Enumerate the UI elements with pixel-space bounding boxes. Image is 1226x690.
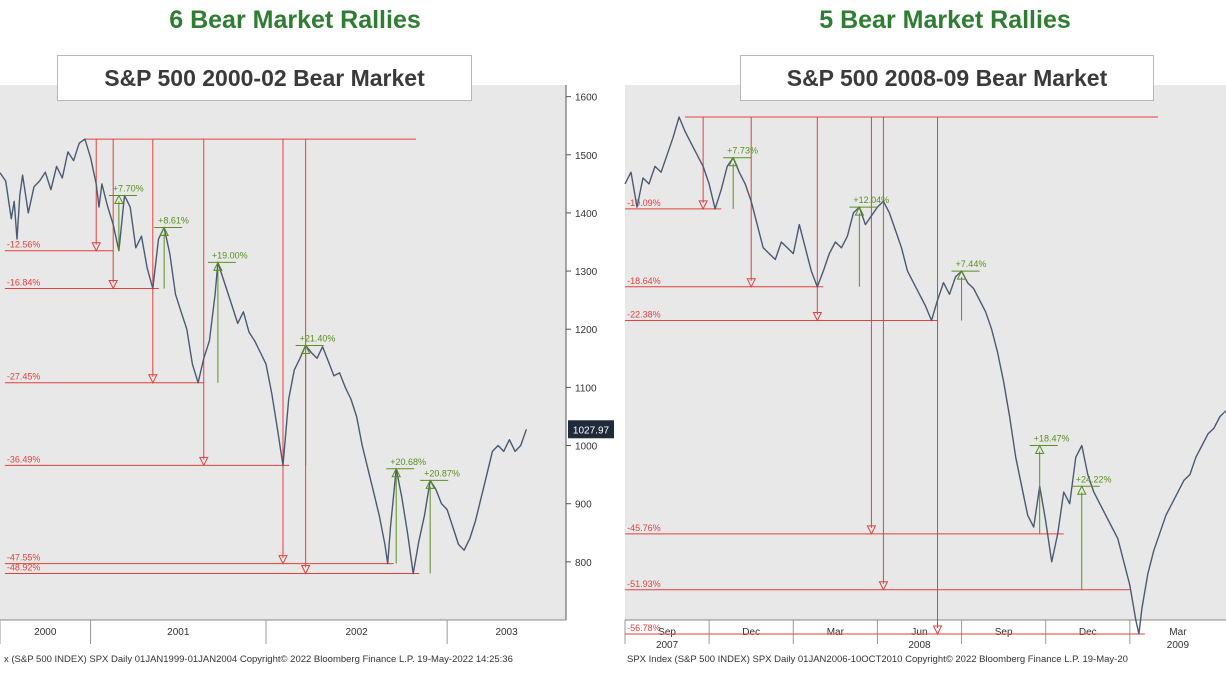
right-drawdown-arrow [698,200,708,210]
left-rally-arrow [300,344,311,355]
left-drawdown-label: -16.84% [7,278,41,288]
left-drawdown-arrow [278,555,288,565]
left-y-tick-label: 900 [575,500,592,511]
right-x-year-label: 2009 [1167,640,1190,651]
right-x-year-label: 2008 [908,640,931,651]
right-drawdown-arrow [932,625,943,636]
left-drawdown-label: -47.55% [7,553,41,563]
left-rally-label: +7.70% [113,183,144,193]
left-x-tick-label: 2002 [345,627,368,638]
left-rally-arrow [114,194,124,204]
left-drawdown-arrow [108,280,119,290]
left-y-tick-label: 1200 [575,325,598,336]
left-chart-title: 6 Bear Market Rallies [169,6,421,34]
right-rally-label: +7.73% [727,146,758,156]
left-y-tick-label: 1500 [575,151,598,162]
left-last-price-label: 1027.97 [573,425,610,436]
right-drawdown-label: -10.09% [627,198,661,208]
right-x-tick-label: Dec [742,627,760,638]
left-rally-label: +19.00% [212,250,248,260]
left-drawdown-arrow [148,374,158,384]
left-rally-label: +20.87% [424,468,460,478]
left-rally-label: +20.68% [390,457,426,467]
right-drawdown-arrow [812,312,823,322]
right-drawdown-arrow [866,525,877,536]
right-rally-arrow [854,206,865,216]
right-drawdown-label: -56.78% [627,623,661,633]
left-rally-label: +8.61% [158,215,189,225]
right-x-tick-label: Sep [658,627,676,638]
left-rally-arrow [391,467,402,478]
right-drawdown-arrow [878,581,889,591]
right-rally-label: +24.22% [1076,474,1112,484]
right-rally-arrow [956,269,967,280]
left-x-tick-label: 2001 [167,627,190,638]
right-x-tick-label: Mar [827,627,845,638]
right-rally-label: +7.44% [956,259,987,269]
left-rally-arrow [425,479,435,489]
right-chart-subtitle: S&P 500 2008-09 Bear Market [740,55,1154,101]
right-x-tick-label: Dec [1079,627,1097,638]
left-last-price-badge [568,420,614,439]
right-x-tick-label: Sep [995,627,1013,638]
right-x-tick-label: Jun [911,627,927,638]
right-x-year-label: 2007 [656,640,679,651]
left-y-tick-label: 1600 [575,93,598,104]
right-drawdown-label: -51.93% [627,579,661,589]
right-rally-arrow [728,156,738,167]
left-drawdown-arrow [91,242,102,252]
right-plot-area [625,85,1226,620]
left-y-tick-label: 800 [575,558,592,569]
left-y-tick-label: 1300 [575,267,598,278]
left-drawdown-label: -12.56% [7,240,41,250]
right-chart-layer: Sep 2007 Dec Mar Jun 2008 Sep Dec Mar 2009 -10.09%… [624,116,1226,651]
right-footer: SPX Index (S&P 500 INDEX) SPX Daily 01JA… [627,654,1128,665]
left-y-tick-label: 1100 [575,383,597,394]
left-x-tick-label: 2000 [34,627,57,638]
right-price-line [624,116,1226,635]
left-drawdown-label: -27.45% [7,372,41,382]
right-drawdown-label: -22.38% [627,310,661,320]
left-y-tick-label: 1000 [575,442,598,453]
right-chart-title: 5 Bear Market Rallies [819,6,1071,34]
left-y-tick-label: 1400 [575,209,598,220]
left-drawdown-label: -36.49% [7,454,41,464]
left-drawdown-label: -48.92% [7,562,41,572]
left-rally-arrow [213,261,223,271]
right-rally-arrow [1076,485,1087,495]
right-rally-arrow [1034,444,1045,455]
left-x-tick-label: 2003 [495,627,518,638]
right-drawdown-arrow [746,278,757,288]
left-footer: x (S&P 500 INDEX) SPX Daily 01JAN1999-01… [4,654,513,665]
right-rally-label: +12.04% [853,195,889,205]
left-chart-layer: 800 900 1000 1100 1200 1300 1400 1500 1600 2000 20… [0,93,614,644]
right-drawdown-label: -18.64% [627,276,661,286]
left-chart-subtitle: S&P 500 2000-02 Bear Market [57,55,472,101]
left-rally-arrow [159,226,169,236]
right-drawdown-label: -45.76% [627,523,661,533]
right-x-tick-label: Mar [1169,627,1187,638]
right-rally-label: +18.47% [1034,434,1070,444]
left-drawdown-arrow [300,564,311,575]
left-rally-label: +21.40% [300,334,336,344]
left-price-line [0,138,528,575]
left-drawdown-arrow [198,456,209,467]
